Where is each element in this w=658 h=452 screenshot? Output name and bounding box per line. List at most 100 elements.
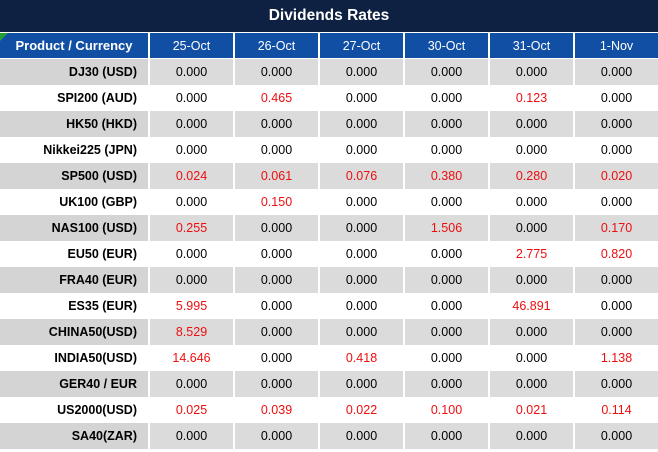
value-cell[interactable]: 0.000	[403, 189, 488, 215]
value-cell[interactable]: 0.000	[233, 215, 318, 241]
column-header-1-nov[interactable]: 1-Nov	[573, 33, 658, 58]
value-cell[interactable]: 0.061	[233, 163, 318, 189]
value-cell[interactable]: 0.000	[403, 85, 488, 111]
product-cell[interactable]: INDIA50(USD)	[0, 345, 148, 371]
value-cell[interactable]: 0.100	[403, 397, 488, 423]
value-cell[interactable]: 0.000	[148, 85, 233, 111]
value-cell[interactable]: 0.000	[318, 293, 403, 319]
value-cell[interactable]: 0.000	[573, 59, 658, 85]
value-cell[interactable]: 0.418	[318, 345, 403, 371]
product-cell[interactable]: UK100 (GBP)	[0, 189, 148, 215]
value-cell[interactable]: 0.000	[233, 371, 318, 397]
value-cell[interactable]: 0.000	[488, 371, 573, 397]
product-cell[interactable]: US2000(USD)	[0, 397, 148, 423]
value-cell[interactable]: 0.000	[403, 241, 488, 267]
column-header-27-oct[interactable]: 27-Oct	[318, 33, 403, 58]
column-header-30-oct[interactable]: 30-Oct	[403, 33, 488, 58]
value-cell[interactable]: 0.465	[233, 85, 318, 111]
value-cell[interactable]: 0.000	[318, 241, 403, 267]
product-cell[interactable]: SA40(ZAR)	[0, 423, 148, 449]
value-cell[interactable]: 0.000	[488, 189, 573, 215]
product-cell[interactable]: DJ30 (USD)	[0, 59, 148, 85]
value-cell[interactable]: 0.000	[148, 189, 233, 215]
value-cell[interactable]: 0.000	[488, 59, 573, 85]
value-cell[interactable]: 46.891	[488, 293, 573, 319]
value-cell[interactable]: 0.000	[573, 293, 658, 319]
product-cell[interactable]: EU50 (EUR)	[0, 241, 148, 267]
product-cell[interactable]: FRA40 (EUR)	[0, 267, 148, 293]
value-cell[interactable]: 0.000	[403, 293, 488, 319]
column-header-25-oct[interactable]: 25-Oct	[148, 33, 233, 58]
product-cell[interactable]: HK50 (HKD)	[0, 111, 148, 137]
value-cell[interactable]: 0.076	[318, 163, 403, 189]
value-cell[interactable]: 0.000	[488, 423, 573, 449]
value-cell[interactable]: 0.000	[233, 111, 318, 137]
value-cell[interactable]: 0.000	[318, 59, 403, 85]
value-cell[interactable]: 0.000	[233, 345, 318, 371]
value-cell[interactable]: 0.000	[148, 423, 233, 449]
value-cell[interactable]: 0.114	[573, 397, 658, 423]
value-cell[interactable]: 0.022	[318, 397, 403, 423]
value-cell[interactable]: 0.000	[488, 319, 573, 345]
product-cell[interactable]: SPI200 (AUD)	[0, 85, 148, 111]
value-cell[interactable]: 0.000	[233, 241, 318, 267]
value-cell[interactable]: 0.000	[573, 371, 658, 397]
value-cell[interactable]: 0.000	[233, 423, 318, 449]
value-cell[interactable]: 0.150	[233, 189, 318, 215]
value-cell[interactable]: 0.000	[148, 59, 233, 85]
value-cell[interactable]: 0.000	[233, 319, 318, 345]
value-cell[interactable]: 0.000	[573, 137, 658, 163]
value-cell[interactable]: 0.255	[148, 215, 233, 241]
product-cell[interactable]: CHINA50(USD)	[0, 319, 148, 345]
product-cell[interactable]: NAS100 (USD)	[0, 215, 148, 241]
value-cell[interactable]: 0.280	[488, 163, 573, 189]
product-cell[interactable]: SP500 (USD)	[0, 163, 148, 189]
column-header-31-oct[interactable]: 31-Oct	[488, 33, 573, 58]
value-cell[interactable]: 0.000	[318, 319, 403, 345]
value-cell[interactable]: 0.000	[233, 59, 318, 85]
value-cell[interactable]: 0.000	[488, 267, 573, 293]
value-cell[interactable]: 0.000	[233, 137, 318, 163]
value-cell[interactable]: 0.000	[318, 423, 403, 449]
value-cell[interactable]: 0.000	[318, 267, 403, 293]
value-cell[interactable]: 0.000	[318, 85, 403, 111]
value-cell[interactable]: 0.000	[403, 111, 488, 137]
value-cell[interactable]: 0.000	[233, 293, 318, 319]
value-cell[interactable]: 0.123	[488, 85, 573, 111]
value-cell[interactable]: 5.995	[148, 293, 233, 319]
value-cell[interactable]: 0.000	[318, 371, 403, 397]
value-cell[interactable]: 0.170	[573, 215, 658, 241]
value-cell[interactable]: 0.000	[318, 189, 403, 215]
value-cell[interactable]: 0.000	[488, 345, 573, 371]
column-header-26-oct[interactable]: 26-Oct	[233, 33, 318, 58]
value-cell[interactable]: 0.000	[318, 137, 403, 163]
value-cell[interactable]: 8.529	[148, 319, 233, 345]
product-cell[interactable]: ES35 (EUR)	[0, 293, 148, 319]
value-cell[interactable]: 0.000	[403, 267, 488, 293]
value-cell[interactable]: 0.000	[403, 319, 488, 345]
value-cell[interactable]: 0.000	[403, 423, 488, 449]
value-cell[interactable]: 0.000	[573, 319, 658, 345]
value-cell[interactable]: 0.000	[573, 267, 658, 293]
value-cell[interactable]: 0.000	[573, 85, 658, 111]
value-cell[interactable]: 0.000	[488, 215, 573, 241]
value-cell[interactable]: 0.000	[573, 111, 658, 137]
value-cell[interactable]: 0.000	[573, 189, 658, 215]
value-cell[interactable]: 0.000	[403, 59, 488, 85]
column-header-product-currency[interactable]: Product / Currency	[0, 33, 148, 58]
value-cell[interactable]: 0.000	[488, 137, 573, 163]
product-cell[interactable]: Nikkei225 (JPN)	[0, 137, 148, 163]
value-cell[interactable]: 0.000	[403, 371, 488, 397]
value-cell[interactable]: 0.039	[233, 397, 318, 423]
value-cell[interactable]: 0.020	[573, 163, 658, 189]
value-cell[interactable]: 0.000	[233, 267, 318, 293]
value-cell[interactable]: 0.000	[148, 267, 233, 293]
value-cell[interactable]: 1.138	[573, 345, 658, 371]
value-cell[interactable]: 1.506	[403, 215, 488, 241]
value-cell[interactable]: 0.000	[318, 111, 403, 137]
value-cell[interactable]: 0.000	[488, 111, 573, 137]
value-cell[interactable]: 2.775	[488, 241, 573, 267]
value-cell[interactable]: 0.000	[148, 111, 233, 137]
value-cell[interactable]: 0.025	[148, 397, 233, 423]
value-cell[interactable]: 0.000	[573, 423, 658, 449]
